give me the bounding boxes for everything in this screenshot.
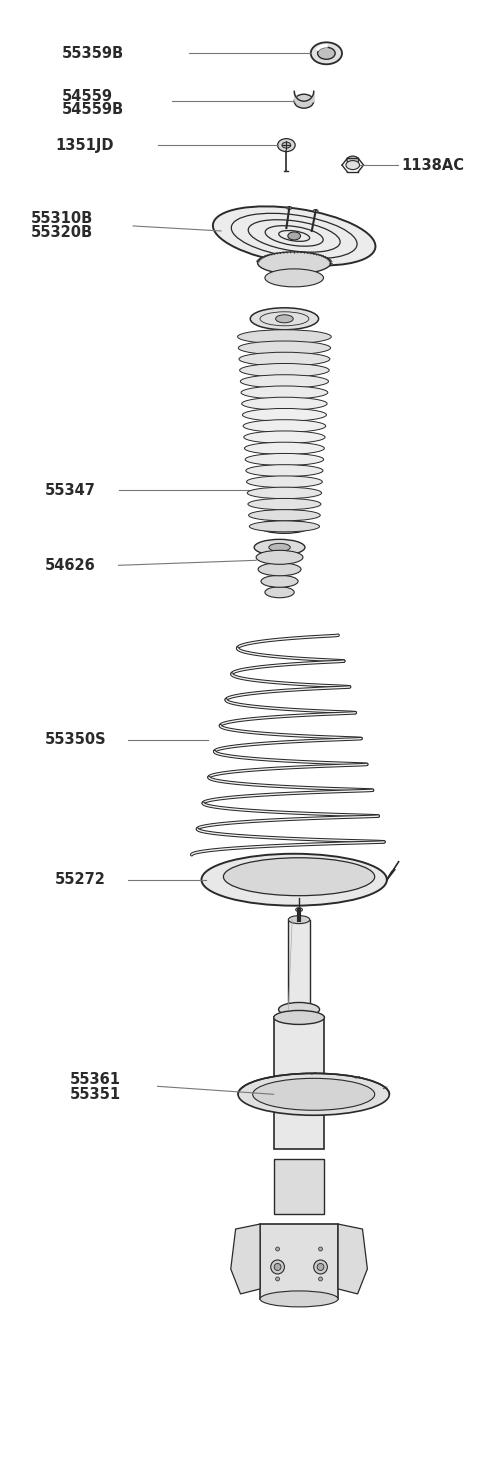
Text: 55310B: 55310B xyxy=(31,211,93,226)
Text: 55351: 55351 xyxy=(70,1086,121,1102)
Text: 54626: 54626 xyxy=(45,558,96,573)
Ellipse shape xyxy=(347,156,359,165)
Text: 1138AC: 1138AC xyxy=(402,157,465,172)
Ellipse shape xyxy=(243,420,326,432)
Ellipse shape xyxy=(247,487,322,499)
Ellipse shape xyxy=(346,160,360,169)
Ellipse shape xyxy=(239,353,330,366)
Ellipse shape xyxy=(301,1185,309,1193)
Text: 55272: 55272 xyxy=(55,872,106,888)
Ellipse shape xyxy=(241,386,328,399)
Ellipse shape xyxy=(260,1290,338,1306)
Ellipse shape xyxy=(246,465,323,477)
Ellipse shape xyxy=(317,1264,324,1270)
Ellipse shape xyxy=(238,341,331,354)
Bar xyxy=(295,1174,315,1204)
Text: 55359B: 55359B xyxy=(62,45,124,61)
Bar xyxy=(274,1159,324,1215)
Ellipse shape xyxy=(249,521,320,532)
Ellipse shape xyxy=(250,308,319,330)
Ellipse shape xyxy=(259,519,310,534)
Ellipse shape xyxy=(213,207,375,265)
Bar xyxy=(274,1018,324,1149)
Ellipse shape xyxy=(274,1010,324,1025)
Ellipse shape xyxy=(319,1277,323,1282)
Text: 54559B: 54559B xyxy=(62,102,124,117)
Ellipse shape xyxy=(202,854,387,905)
Ellipse shape xyxy=(282,141,291,149)
Ellipse shape xyxy=(296,908,302,911)
Ellipse shape xyxy=(249,510,320,521)
Ellipse shape xyxy=(245,453,324,465)
Ellipse shape xyxy=(265,586,294,598)
Ellipse shape xyxy=(248,499,321,510)
Ellipse shape xyxy=(276,315,293,322)
Ellipse shape xyxy=(261,576,298,588)
Ellipse shape xyxy=(252,1079,375,1111)
Ellipse shape xyxy=(319,1247,323,1251)
Ellipse shape xyxy=(311,42,342,64)
Ellipse shape xyxy=(258,563,301,576)
Bar xyxy=(288,920,310,1009)
Text: 55320B: 55320B xyxy=(31,226,93,241)
Ellipse shape xyxy=(271,1260,285,1274)
Ellipse shape xyxy=(314,1260,327,1274)
Ellipse shape xyxy=(258,252,331,274)
Polygon shape xyxy=(338,1225,367,1293)
Ellipse shape xyxy=(256,550,303,564)
Text: 55350S: 55350S xyxy=(45,732,107,748)
Ellipse shape xyxy=(223,857,375,895)
Ellipse shape xyxy=(294,95,314,108)
Ellipse shape xyxy=(238,1073,389,1115)
Ellipse shape xyxy=(318,47,335,60)
Ellipse shape xyxy=(269,544,290,551)
Ellipse shape xyxy=(254,539,305,555)
Ellipse shape xyxy=(247,475,322,487)
Ellipse shape xyxy=(265,268,324,287)
Ellipse shape xyxy=(313,210,318,213)
Ellipse shape xyxy=(240,363,329,378)
Ellipse shape xyxy=(276,1277,279,1282)
Ellipse shape xyxy=(244,432,325,443)
Text: 1351JD: 1351JD xyxy=(55,137,114,153)
Ellipse shape xyxy=(274,1264,281,1270)
Ellipse shape xyxy=(240,375,328,388)
Ellipse shape xyxy=(288,232,300,241)
Text: 55347: 55347 xyxy=(45,483,96,499)
Text: 54559: 54559 xyxy=(62,89,113,104)
Ellipse shape xyxy=(242,408,326,421)
Ellipse shape xyxy=(244,442,324,455)
Text: 55361: 55361 xyxy=(70,1072,120,1086)
Ellipse shape xyxy=(238,330,331,344)
Ellipse shape xyxy=(288,916,310,923)
Bar xyxy=(260,1225,338,1299)
Ellipse shape xyxy=(277,139,295,152)
Ellipse shape xyxy=(287,207,292,210)
Ellipse shape xyxy=(278,1003,320,1016)
Ellipse shape xyxy=(276,1247,279,1251)
Polygon shape xyxy=(231,1225,260,1293)
Ellipse shape xyxy=(242,397,327,410)
